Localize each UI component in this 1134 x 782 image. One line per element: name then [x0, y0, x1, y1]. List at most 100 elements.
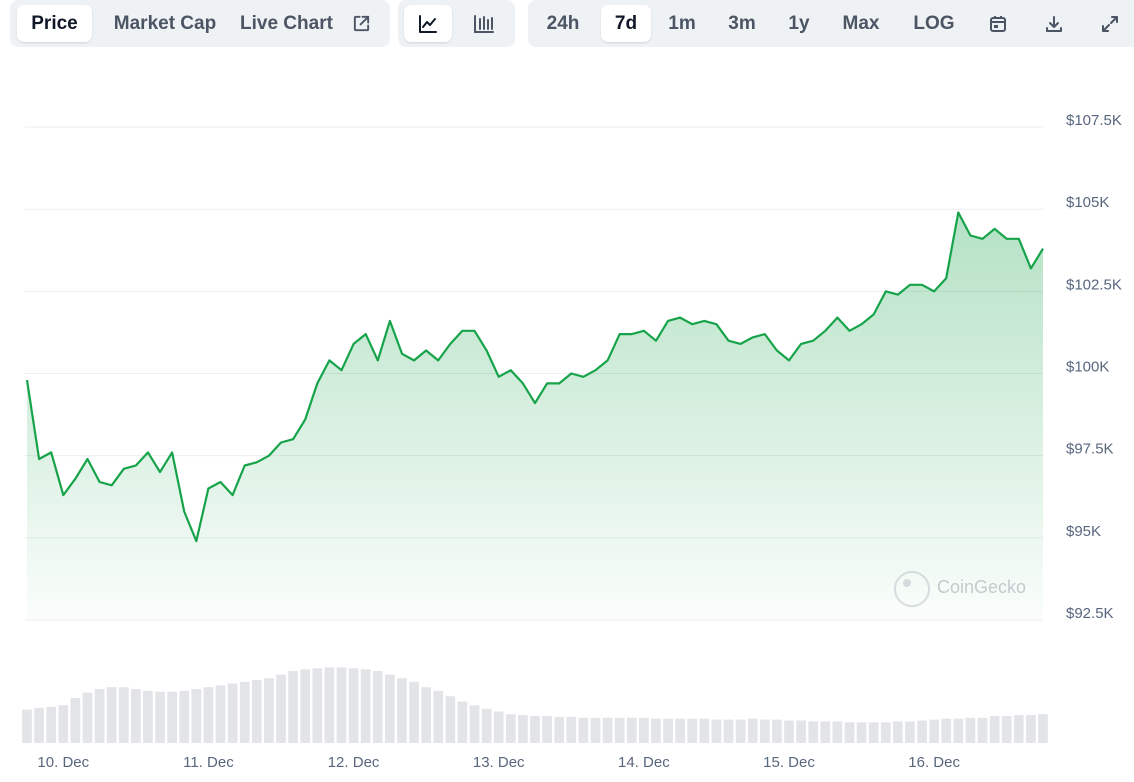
volume-bar — [796, 720, 806, 743]
range[interactable]: 7d — [601, 5, 651, 42]
volume-bar — [106, 687, 117, 743]
volume-bar — [167, 691, 177, 743]
volume-bar — [687, 718, 698, 743]
x-tick-label: 16. Dec — [908, 754, 960, 771]
candle-button[interactable] — [460, 5, 508, 42]
volume-bar — [143, 690, 153, 743]
range[interactable]: Max — [842, 13, 880, 34]
tab-label: Live Chart — [240, 13, 333, 34]
volume-bar — [639, 717, 649, 743]
calendar-icon — [990, 15, 1006, 32]
volume-bar — [893, 721, 903, 743]
volume-bar — [759, 719, 770, 743]
volume-bar — [469, 705, 480, 743]
x-tick-label: 10. Dec — [37, 754, 89, 771]
tab[interactable]: Live Chart — [240, 5, 345, 42]
line-icon — [419, 14, 437, 33]
x-tick-label: 13. Dec — [473, 754, 525, 771]
volume-bar — [324, 667, 335, 743]
metric-tabs: Price Market Cap Live Chart — [10, 0, 390, 47]
volume-bar — [131, 689, 141, 743]
volume-bar — [941, 718, 952, 743]
line-button[interactable] — [404, 5, 452, 42]
volume-bar — [421, 687, 431, 743]
volume-bar — [711, 719, 722, 743]
volume-bar — [94, 689, 105, 743]
volume-bar — [118, 687, 129, 743]
expand-button[interactable] — [1092, 5, 1128, 42]
volume-bar — [493, 711, 504, 743]
volume-bar — [784, 720, 794, 743]
volume-bar — [251, 680, 262, 743]
volume-bar — [699, 718, 710, 743]
volume-bar — [832, 721, 843, 743]
volume-bar — [820, 721, 831, 743]
volume-bar — [409, 681, 419, 743]
expand-icon — [1102, 15, 1118, 32]
range[interactable]: 1y — [788, 13, 810, 34]
y-tick-label: $105K — [1066, 194, 1109, 211]
volume-bar — [203, 687, 214, 743]
range[interactable]: 3m — [728, 13, 756, 34]
volume-bar — [929, 719, 939, 743]
range[interactable]: LOG — [913, 13, 955, 34]
volume-bar — [542, 716, 552, 743]
download-icon — [1046, 15, 1062, 32]
volume-bar — [457, 701, 468, 743]
volume-bar — [397, 678, 407, 743]
volume-bar — [264, 678, 274, 743]
volume-bar — [977, 717, 988, 743]
volume-bar — [22, 709, 32, 743]
volume-bar — [155, 691, 165, 743]
external-icon — [353, 15, 370, 32]
volume-bar — [880, 722, 891, 743]
volume-bar — [917, 720, 927, 743]
volume-bar — [554, 716, 565, 743]
volume-bar — [1013, 715, 1024, 743]
volume-bar — [844, 722, 855, 743]
volume-bar — [336, 667, 347, 743]
volume-bar — [372, 671, 383, 743]
volume-bar — [808, 721, 819, 743]
volume-bar — [965, 717, 976, 743]
volume-bar — [566, 716, 577, 743]
volume-bar — [46, 707, 57, 743]
y-tick-label: $102.5K — [1066, 276, 1122, 293]
volume-bar — [179, 690, 190, 743]
volume-bar — [433, 690, 444, 743]
volume-bar — [614, 717, 625, 743]
tab[interactable]: Price — [17, 5, 92, 42]
download-button[interactable] — [1036, 5, 1072, 42]
watermark-text: CoinGecko — [937, 577, 1026, 597]
volume-bar — [868, 722, 879, 743]
volume-bar — [1038, 714, 1048, 743]
volume-bar — [856, 722, 867, 743]
y-tick-label: $92.5K — [1066, 605, 1114, 622]
volume-bar — [385, 674, 395, 743]
y-tick-label: $107.5K — [1066, 112, 1122, 129]
volume-bar — [227, 683, 238, 743]
chart-type — [398, 0, 515, 47]
volume-bar — [953, 718, 964, 743]
volume-bar — [905, 721, 915, 743]
calendar-button[interactable] — [980, 5, 1016, 42]
volume-bar — [215, 685, 226, 743]
range-tabs: 24h 7d 1m 3m 1y Max LOG — [528, 0, 1134, 47]
volume-bar — [518, 715, 528, 743]
volume-bar — [590, 717, 601, 743]
volume-bar — [530, 716, 540, 743]
volume-bar — [747, 718, 758, 743]
watermark: CoinGecko — [894, 571, 1026, 607]
volume-bar — [772, 719, 782, 743]
range[interactable]: 1m — [668, 13, 696, 34]
volume-bar — [360, 669, 371, 743]
y-tick-label: $95K — [1066, 523, 1101, 540]
volume-bar — [1026, 715, 1036, 743]
tab[interactable]: Market Cap — [113, 13, 217, 34]
price-line — [25, 211, 1044, 543]
y-tick-label: $100K — [1066, 358, 1109, 375]
volume-bar — [505, 714, 516, 743]
range[interactable]: 24h — [546, 13, 580, 34]
